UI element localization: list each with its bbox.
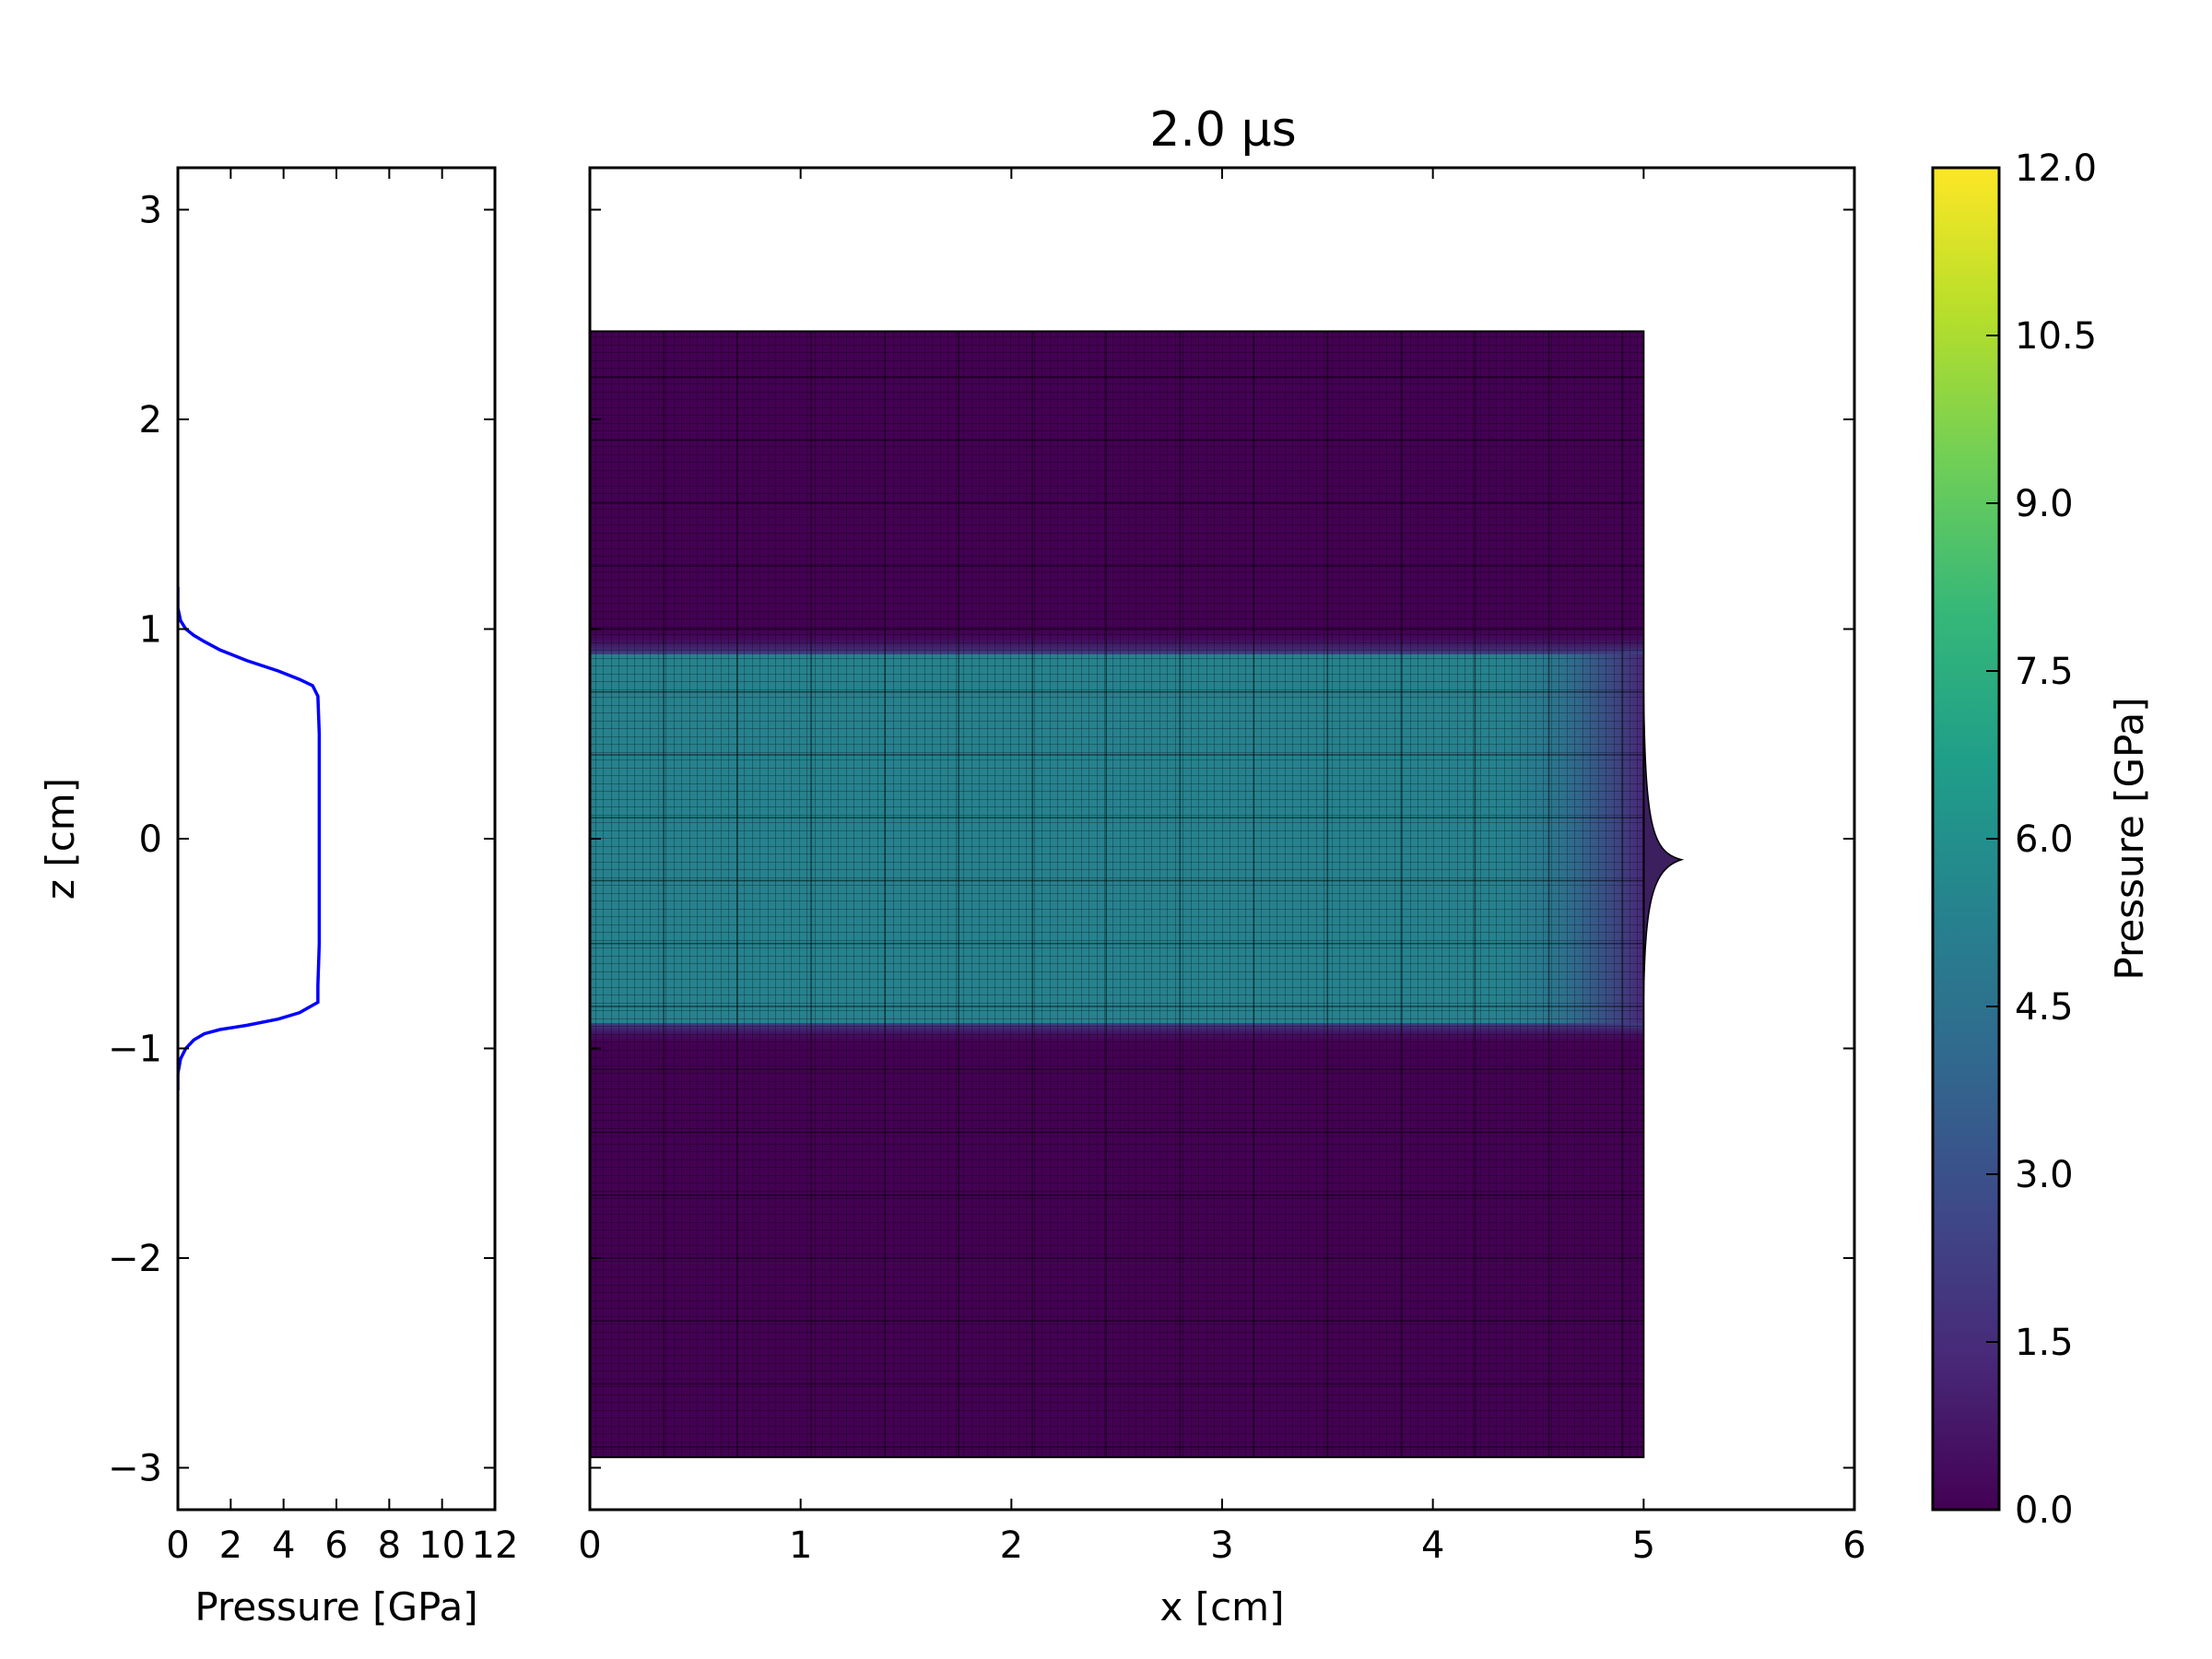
- pressure-field-y-ticks: [590, 208, 1854, 1469]
- pressure-profile-axes-frame: [176, 166, 497, 1512]
- mesh-grid: [590, 331, 1644, 1458]
- colorbar-tick-label: 10.5: [2015, 315, 2097, 358]
- x-tick-label: 3: [1210, 1524, 1233, 1567]
- pressure-profile-x-ticks: 0 2 4 6 8 10 12: [166, 168, 518, 1567]
- mesh-grid-major-lines: [590, 331, 1644, 1458]
- colorbar-tick-label: 0.0: [2015, 1489, 2074, 1532]
- x-tick-label: 4: [272, 1524, 295, 1567]
- x-tick-label: 12: [472, 1524, 519, 1567]
- pressure-field-x-ticks: 0 1 2 3 4 5 6: [578, 168, 1866, 1567]
- colorbar-tick-label: 6.0: [2015, 818, 2074, 861]
- mesh-bulge: [1642, 691, 1685, 996]
- y-tick-label: 0: [139, 818, 162, 861]
- pressure-field-x-axis-title: x [cm]: [1160, 1584, 1285, 1630]
- y-tick-label: 3: [139, 190, 162, 232]
- pressure-field-plot-area: [590, 330, 1685, 1459]
- colorbar: 0.0 1.5 3.0 4.5 6.0 7.5 9.0 10.5 12.0 Pressure […: [1931, 147, 2152, 1532]
- pressure-field-title: 2.0 μs: [1149, 102, 1296, 158]
- pressure-profile-y-ticks: −3 −2 −1 0 1 2 3: [108, 190, 495, 1490]
- y-tick-label: −2: [108, 1238, 162, 1280]
- x-tick-label: 0: [578, 1524, 601, 1567]
- x-tick-label: 5: [1632, 1524, 1655, 1567]
- y-tick-label: −3: [108, 1448, 162, 1490]
- x-tick-label: 6: [1842, 1524, 1865, 1567]
- colorbar-tick-label: 4.5: [2015, 986, 2074, 1029]
- y-tick-label: 2: [139, 399, 162, 441]
- x-tick-label: 0: [166, 1524, 189, 1567]
- colorbar-ticks: 0.0 1.5 3.0 4.5 6.0 7.5 9.0 10.5 12.0: [1986, 147, 2097, 1532]
- x-tick-label: 10: [418, 1524, 465, 1567]
- mesh-outline: [590, 330, 1645, 1459]
- pressure-profile-y-axis-title: z [cm]: [38, 778, 83, 900]
- x-tick-label: 8: [378, 1524, 401, 1567]
- x-tick-label: 1: [789, 1524, 812, 1567]
- y-tick-label: −1: [108, 1029, 162, 1071]
- y-tick-label: 1: [139, 609, 162, 652]
- x-tick-label: 4: [1421, 1524, 1444, 1567]
- colorbar-tick-label: 9.0: [2015, 483, 2074, 525]
- colorbar-tick-label: 3.0: [2015, 1154, 2074, 1196]
- pressure-profile-plot-area: [178, 587, 322, 1090]
- colorbar-tick-label: 1.5: [2015, 1322, 2074, 1364]
- colorbar-label: Pressure [GPa]: [2107, 697, 2152, 980]
- pressure-field-panel: 2.0 μs 0 1 2 3 4 5 6 x [cm]: [578, 102, 1865, 1630]
- colorbar-tick-label: 7.5: [2015, 651, 2074, 693]
- x-tick-label: 2: [1000, 1524, 1023, 1567]
- colorbar-tick-label: 12.0: [2015, 147, 2097, 190]
- pressure-profile-x-axis-title: Pressure [GPa]: [194, 1584, 477, 1630]
- x-tick-label: 2: [219, 1524, 242, 1567]
- pressure-profile-line: [178, 587, 322, 1090]
- x-tick-label: 6: [324, 1524, 347, 1567]
